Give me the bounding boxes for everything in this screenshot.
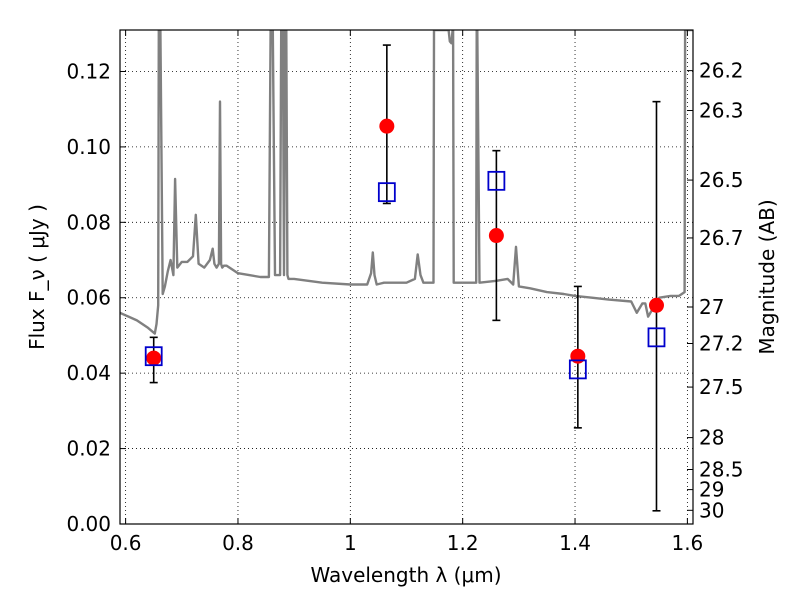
measured-flux-point bbox=[146, 350, 162, 366]
grid bbox=[120, 30, 693, 525]
plot-area bbox=[120, 30, 693, 512]
measured-flux-point bbox=[488, 228, 504, 244]
x-axis-title: Wavelength λ (μm) bbox=[310, 563, 501, 587]
plot-frame bbox=[119, 29, 694, 525]
right-tick-label: 30 bbox=[699, 498, 724, 522]
right-tick-label: 28 bbox=[699, 426, 724, 450]
right-tick-label: 29 bbox=[699, 478, 724, 502]
right-tick-label: 27 bbox=[699, 295, 724, 319]
right-tick-label: 27.5 bbox=[699, 375, 744, 399]
spectrum-line bbox=[120, 30, 693, 335]
measured-flux-point bbox=[379, 118, 395, 134]
x-tick-label: 0.6 bbox=[110, 531, 142, 555]
x-tick-label: 1.6 bbox=[671, 531, 703, 555]
y-tick-label: 0.12 bbox=[66, 59, 111, 83]
model-flux-square bbox=[647, 327, 666, 348]
right-tick-label: 26.5 bbox=[699, 168, 744, 192]
right-tick-label: 28.5 bbox=[699, 457, 744, 481]
right-tick-label: 27.2 bbox=[699, 332, 744, 356]
model-flux-square bbox=[377, 182, 396, 203]
y-tick-label: 0.04 bbox=[66, 361, 111, 385]
right-axis-title: Magnitude (AB) bbox=[755, 199, 779, 354]
y-tick-label: 0.10 bbox=[66, 135, 111, 159]
y-tick-label: 0.00 bbox=[66, 512, 111, 536]
x-tick-label: 0.8 bbox=[222, 531, 254, 555]
measured-flux-point bbox=[648, 297, 664, 313]
model-flux-square bbox=[487, 170, 506, 191]
model-flux-square bbox=[144, 346, 163, 367]
x-tick-label: 1.2 bbox=[447, 531, 479, 555]
x-tick-label: 1.4 bbox=[559, 531, 591, 555]
y-tick-label: 0.06 bbox=[66, 286, 111, 310]
axis-ticks: 0.6 0.8 1 1.2 1.4 1.6 0.00 0.02 0.04 0.06 0.08 0.10… bbox=[66, 30, 744, 555]
x-tick-label: 1 bbox=[344, 531, 357, 555]
right-tick-label: 26.3 bbox=[699, 99, 744, 123]
right-tick-label: 26.2 bbox=[699, 59, 744, 83]
y-tick-label: 0.02 bbox=[66, 437, 111, 461]
y-axis-title: Flux F_ν ( μJy ) bbox=[25, 204, 49, 350]
right-tick-label: 26.7 bbox=[699, 226, 744, 250]
y-tick-label: 0.08 bbox=[66, 210, 111, 234]
model-flux-square bbox=[568, 359, 587, 380]
